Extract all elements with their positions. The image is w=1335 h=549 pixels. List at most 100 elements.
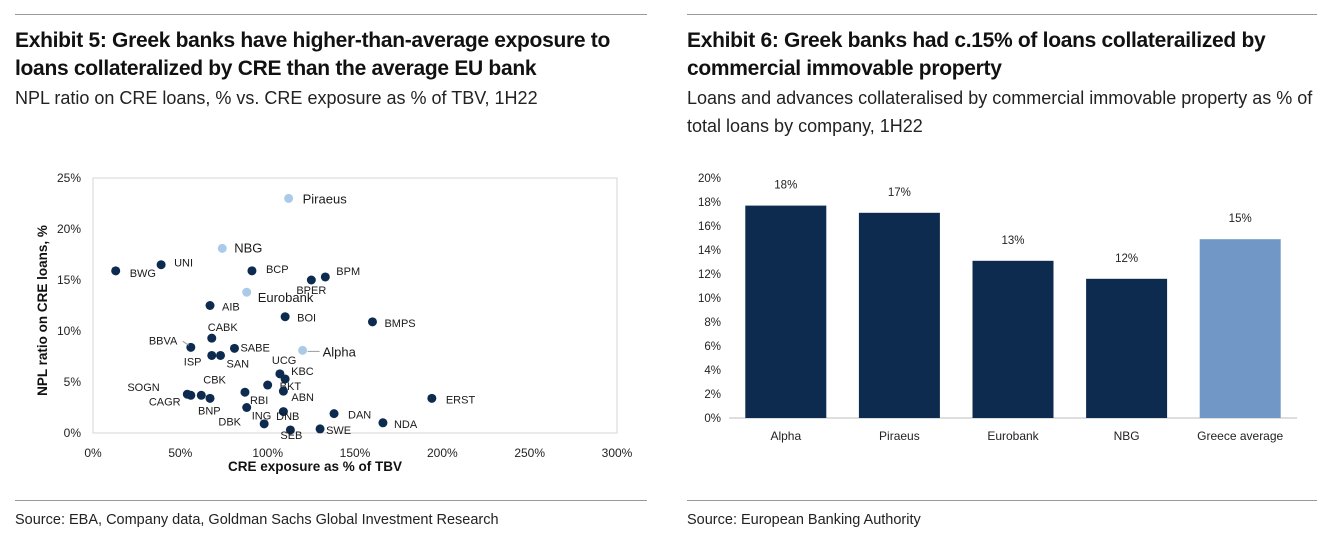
point-label: Piraeus bbox=[303, 191, 348, 206]
y-tick-label: 25% bbox=[57, 171, 81, 185]
point-label: ERST bbox=[446, 394, 476, 406]
x-tick-label: 100% bbox=[252, 446, 283, 460]
y-tick-label: 10% bbox=[698, 293, 721, 305]
y-tick-label: 18% bbox=[698, 197, 721, 209]
data-label: 18% bbox=[774, 180, 797, 192]
point-label: AIB bbox=[222, 302, 240, 314]
exhibit-6-source: Source: European Banking Authority bbox=[687, 512, 921, 528]
point-label: UNI bbox=[174, 258, 193, 270]
y-axis-title: NPL ratio on CRE loans, % bbox=[35, 225, 50, 396]
point-label: RBI bbox=[250, 395, 268, 407]
point-isp bbox=[207, 350, 217, 360]
bbva-leader-line bbox=[182, 340, 190, 346]
point-label: DNB bbox=[276, 411, 299, 423]
point-erst bbox=[427, 393, 437, 403]
bar-greece-average bbox=[1199, 239, 1281, 418]
category-label: Piraeus bbox=[879, 429, 920, 443]
point-label: NBG bbox=[234, 240, 262, 255]
point-label: KBC bbox=[291, 366, 314, 378]
point-label: BNP bbox=[198, 405, 221, 417]
point-cbk bbox=[196, 390, 206, 400]
point-label: DBK bbox=[218, 417, 241, 429]
point-nbg bbox=[217, 243, 227, 253]
point-dbk bbox=[278, 407, 288, 417]
point-label: ISP bbox=[184, 356, 202, 368]
x-tick-label: 200% bbox=[427, 446, 458, 460]
y-tick-label: 16% bbox=[698, 221, 721, 233]
point-label: SAN bbox=[227, 358, 250, 370]
point-swe bbox=[315, 424, 325, 434]
point-label: SOGN bbox=[127, 382, 159, 394]
point-bnp bbox=[205, 393, 215, 403]
exhibit-5-source: Source: EBA, Company data, Goldman Sachs… bbox=[15, 512, 499, 528]
point-label: BCP bbox=[266, 264, 289, 276]
point-bkt bbox=[263, 380, 273, 390]
y-tick-label: 6% bbox=[704, 341, 721, 353]
y-tick-label: 8% bbox=[704, 317, 721, 329]
point-bpm bbox=[320, 272, 330, 282]
point-bmps bbox=[367, 317, 377, 327]
point-aib bbox=[205, 301, 215, 310]
top-rule bbox=[15, 14, 647, 15]
x-tick-label: 50% bbox=[168, 446, 192, 460]
x-tick-label: 0% bbox=[84, 446, 102, 460]
x-tick-label: 300% bbox=[602, 446, 633, 460]
bottom-rule bbox=[687, 500, 1317, 501]
point-uni bbox=[156, 260, 166, 270]
y-tick-label: 2% bbox=[704, 389, 721, 401]
point-alpha bbox=[298, 345, 308, 355]
exhibit-5-subtitle: NPL ratio on CRE loans, % vs. CRE exposu… bbox=[15, 88, 538, 108]
point-label: NDA bbox=[394, 419, 418, 431]
point-label: SWE bbox=[326, 425, 351, 437]
point-boi bbox=[280, 312, 290, 322]
point-eurobank bbox=[242, 287, 252, 297]
exhibit-6-panel: Exhibit 6: Greek banks had c.15% of loan… bbox=[687, 0, 1317, 549]
y-tick-label: 5% bbox=[64, 375, 82, 389]
point-label: CAGR bbox=[149, 396, 181, 408]
point-seb bbox=[285, 425, 295, 435]
point-dnb bbox=[259, 419, 269, 429]
data-label: 15% bbox=[1229, 213, 1252, 225]
point-dan bbox=[329, 409, 339, 419]
bar-chart: 0% 2% 4% 6% 8% 10% 12% 14% 16% 18% 20% 18% Alpha 17% P… bbox=[698, 173, 1297, 443]
point-ing bbox=[242, 403, 252, 412]
x-axis-title: CRE exposure as % of TBV bbox=[228, 459, 402, 474]
exhibit-5-title: Exhibit 5: Greek banks have higher-than-… bbox=[15, 29, 610, 80]
point-label: Eurobank bbox=[258, 290, 314, 305]
data-label: 17% bbox=[888, 187, 911, 199]
point-nda bbox=[378, 418, 388, 428]
exhibit-6-subtitle: Loans and advances collateralised by com… bbox=[687, 88, 1313, 136]
point-label: DAN bbox=[348, 410, 371, 422]
y-tick-label: 20% bbox=[698, 173, 721, 185]
y-tick-label: 15% bbox=[57, 273, 81, 287]
point-bwg bbox=[111, 266, 121, 276]
y-tick-label: 0% bbox=[64, 426, 82, 440]
point-label: BMPS bbox=[384, 318, 415, 330]
y-tick-label: 20% bbox=[57, 222, 81, 236]
exhibit-6-title: Exhibit 6: Greek banks had c.15% of loan… bbox=[687, 29, 1266, 80]
x-tick-label: 250% bbox=[514, 446, 545, 460]
point-label: SEB bbox=[280, 430, 302, 442]
point-label: CBK bbox=[203, 374, 226, 386]
point-label: BWG bbox=[130, 268, 156, 280]
point-cabk bbox=[207, 333, 217, 343]
point-label: Alpha bbox=[323, 344, 357, 359]
point-label: SABE bbox=[240, 342, 269, 354]
point-bcp bbox=[247, 266, 257, 276]
exhibit-5-panel: Exhibit 5: Greek banks have higher-than-… bbox=[15, 0, 647, 549]
point-label: ABN bbox=[291, 392, 314, 404]
bar-piraeus bbox=[858, 212, 940, 418]
data-label: 12% bbox=[1115, 253, 1138, 265]
y-tick-label: 0% bbox=[704, 413, 721, 425]
point-label: BOI bbox=[297, 313, 316, 325]
category-label: NBG bbox=[1114, 429, 1140, 443]
point-label: UCG bbox=[272, 355, 296, 367]
bar-nbg bbox=[1086, 278, 1168, 418]
point-sabe bbox=[229, 343, 239, 353]
bar-alpha bbox=[745, 205, 827, 418]
point-label: BBVA bbox=[149, 335, 178, 347]
category-label: Alpha bbox=[770, 429, 801, 443]
point-piraeus bbox=[284, 193, 294, 203]
data-label: 13% bbox=[1001, 235, 1024, 247]
category-label: Eurobank bbox=[987, 429, 1039, 443]
